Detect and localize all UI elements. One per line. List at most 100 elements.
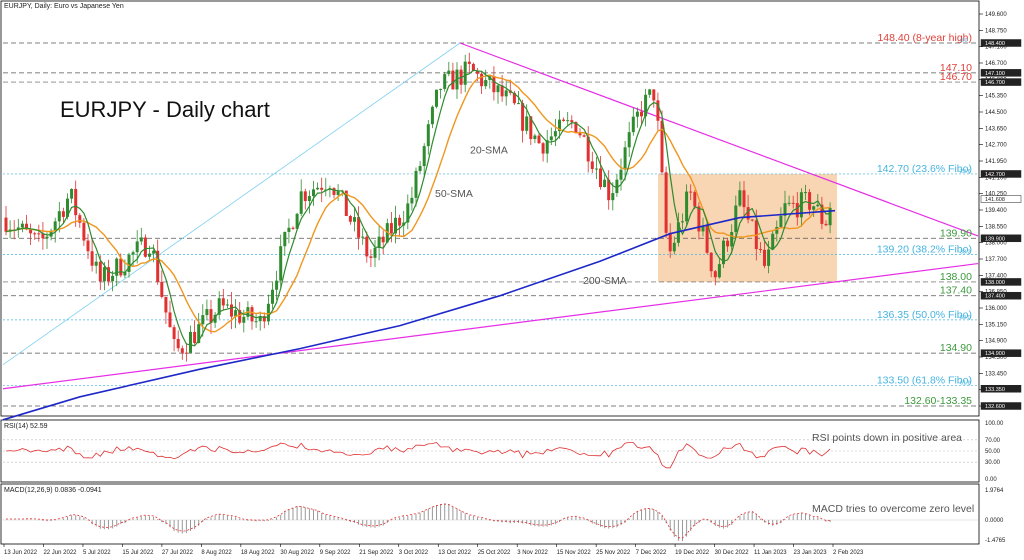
candle-body: [156, 250, 160, 282]
candle-body: [348, 216, 352, 222]
candle-body: [783, 203, 787, 216]
candle-body: [586, 136, 590, 162]
x-tick-label: 25 Nov 2022: [596, 550, 631, 556]
candle-body: [262, 316, 266, 322]
macd-panel: [0, 483, 980, 545]
y-tick-box-label: 148.400: [985, 41, 1005, 47]
candle-body: [160, 281, 164, 297]
candle-body: [476, 70, 479, 74]
rsi-tick-label: 50.00: [985, 449, 1001, 455]
candle-body: [250, 307, 254, 322]
candle-body: [254, 321, 258, 323]
x-tick-label: 15 Jul 2022: [122, 550, 154, 556]
candle-body: [558, 119, 561, 132]
candle-body: [635, 111, 639, 117]
candle-body: [336, 191, 340, 195]
level-label: 136.35 (50.0% Fibo): [877, 309, 972, 321]
macd-annotation: MACD tries to overcome zero level: [812, 503, 974, 515]
candle-body: [435, 89, 438, 107]
y-tick-box: [980, 78, 1022, 86]
candle-body: [172, 327, 176, 339]
candle-body: [517, 103, 520, 105]
x-tick-label: 13 Oct 2022: [438, 550, 471, 556]
candle-body: [74, 188, 78, 216]
y-tick-box: [980, 385, 1022, 393]
candle-body: [111, 275, 115, 282]
chart-title: EURJPY - Daily chart: [60, 97, 270, 122]
y-tick-label: 139.400: [985, 208, 1007, 214]
consolidation-box: [658, 173, 837, 282]
series-label: 50-SMA: [435, 188, 473, 200]
fib-tag: 38.2: [960, 249, 971, 255]
x-tick-label: 8 Aug 2022: [201, 550, 232, 556]
y-tick-box: [980, 170, 1022, 178]
candle-body: [492, 76, 496, 93]
candle-body: [394, 217, 397, 234]
candle-body: [20, 223, 24, 228]
candle-body: [139, 237, 143, 242]
candle-body: [53, 221, 57, 231]
candle-body: [590, 161, 594, 169]
x-tick-label: 30 Aug 2022: [280, 550, 314, 556]
y-tick-label: 141.950: [985, 159, 1007, 165]
y-tick-label: 134.900: [985, 339, 1007, 345]
candle-body: [787, 202, 791, 204]
level-label: 147.10: [940, 62, 972, 74]
y-tick-label: 147.100: [985, 45, 1007, 51]
candle-body: [512, 92, 516, 104]
candle-body: [566, 120, 570, 122]
sma-200-line: [2, 209, 836, 421]
trendline-upper: [459, 42, 979, 237]
candle-body: [189, 331, 192, 353]
series-label: 20-SMA: [470, 144, 508, 156]
candle-body: [197, 324, 201, 343]
candle-body: [742, 190, 746, 208]
candle-body: [225, 304, 229, 306]
candle-body: [767, 249, 771, 266]
candle-body: [49, 230, 53, 237]
candle-body: [98, 261, 102, 282]
candle-body: [623, 147, 627, 170]
y-tick-box: [980, 69, 1022, 77]
candle-body: [152, 250, 156, 254]
y-tick-box-label: 134.900: [985, 351, 1005, 357]
candle-body: [496, 85, 500, 93]
candle-body: [545, 140, 549, 154]
macd-tick-label: 0.0000: [985, 518, 1004, 524]
candle-body: [90, 251, 94, 266]
y-tick-box-label: 132.600: [985, 404, 1005, 410]
rsi-tick-label: 0.00: [985, 477, 997, 483]
candle-body: [217, 298, 221, 315]
candle-body: [373, 247, 377, 258]
candle-body: [430, 106, 434, 125]
candle-body: [94, 261, 98, 266]
candle-body: [574, 122, 578, 133]
y-tick-box: [980, 402, 1022, 410]
candle-body: [681, 221, 684, 223]
candle-body: [484, 79, 488, 87]
candle-body: [722, 240, 725, 265]
candle-body: [295, 213, 299, 229]
candle-body: [504, 90, 508, 97]
y-tick-box-label: 147.100: [985, 71, 1005, 77]
y-tick-box-label: 141.608: [985, 197, 1005, 203]
candle-body: [820, 204, 824, 224]
candle-body: [717, 264, 721, 278]
y-tick-box-label: 138.000: [985, 280, 1005, 286]
candle-body: [697, 206, 701, 232]
macd-header: MACD(12,26,9) 0.0836 -0.0941: [4, 487, 102, 494]
y-tick-box: [980, 195, 1022, 203]
candle-body: [25, 223, 28, 230]
candle-body: [201, 315, 205, 325]
candle-body: [4, 217, 8, 232]
candle-body: [611, 193, 615, 201]
candle-body: [16, 227, 20, 230]
candle-body: [357, 217, 361, 238]
y-tick-label: 137.700: [985, 257, 1007, 263]
candle-body: [471, 63, 475, 71]
fib-diagonal: [2, 42, 461, 365]
y-tick-box: [980, 278, 1022, 286]
rsi-header: RSI(14) 52.59: [4, 423, 48, 430]
y-tick-label: 138.550: [985, 224, 1007, 230]
